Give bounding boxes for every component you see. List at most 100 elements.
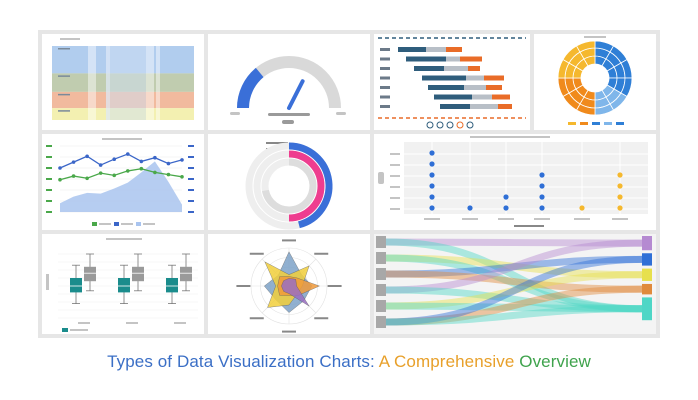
dual-axis-line-svg — [46, 138, 194, 226]
dot-strip-svg — [374, 134, 656, 230]
gauge-svg — [230, 56, 346, 124]
box-plot-svg — [46, 238, 198, 332]
sankey-link-0 — [385, 238, 643, 247]
target-node-0 — [642, 236, 652, 251]
x-label-0 — [78, 322, 90, 324]
ring-bar-1 — [288, 150, 325, 222]
legend-dot-1 — [436, 121, 444, 129]
legend-dot-2 — [446, 121, 454, 129]
x-label-4 — [574, 218, 590, 220]
plot-bg — [404, 142, 648, 214]
right-tick-4 — [188, 167, 194, 169]
legend-swatch-0 — [92, 222, 97, 226]
point-0-7 — [153, 155, 157, 160]
dot-0-4 — [429, 161, 435, 167]
x-label-0 — [424, 218, 440, 220]
right-tick-2 — [188, 189, 194, 191]
ring-bar-2 — [261, 158, 317, 214]
title-placeholder — [60, 38, 80, 40]
gauge-needle — [287, 79, 305, 110]
sunburst-chart — [534, 34, 656, 130]
point-0-3 — [98, 163, 103, 167]
point-1-9 — [180, 175, 184, 179]
y-label — [378, 172, 384, 184]
ribbon — [106, 46, 146, 120]
y-tick-4 — [390, 197, 400, 199]
legend-dot-4 — [466, 121, 474, 129]
gantt-bar-b-0 — [426, 47, 446, 52]
radar-label-4 — [282, 330, 296, 333]
gantt-bar-a-3 — [422, 75, 466, 81]
source-node-5 — [376, 316, 386, 328]
point-1-0 — [58, 177, 62, 182]
left-tick-3 — [46, 178, 52, 180]
gantt-chart — [374, 34, 530, 130]
gantt-bar-c-4 — [486, 85, 502, 90]
point-1-6 — [139, 166, 144, 171]
point-1-7 — [153, 170, 157, 175]
area-series — [60, 161, 182, 212]
gantt-bar-a-2 — [414, 66, 444, 71]
left-tick-0 — [46, 211, 52, 213]
left-tick-1 — [46, 200, 52, 202]
sankey-link-7 — [385, 286, 643, 313]
target-node-1 — [642, 253, 652, 266]
radar-label-2 — [327, 285, 342, 287]
radar-label-5 — [249, 317, 264, 320]
parallel-sets-svg — [52, 38, 194, 120]
unit-label — [282, 120, 294, 124]
target-node-3 — [642, 283, 652, 295]
chart-grid — [38, 30, 660, 338]
box-1-0 — [118, 278, 130, 293]
sankey-link-5 — [385, 270, 643, 293]
title-placeholder — [102, 138, 142, 140]
radar-svg — [236, 239, 342, 333]
gantt-svg — [378, 37, 526, 129]
box-1-1 — [132, 266, 144, 282]
sunburst-seg-35 — [575, 40, 596, 53]
value-label — [268, 113, 310, 116]
legend-1 — [580, 122, 588, 125]
x-axis-title — [514, 225, 544, 227]
caption-part-3: Overview — [519, 352, 591, 371]
point-0-0 — [58, 166, 62, 170]
gantt-bar-b-6 — [470, 104, 498, 109]
x-label-1 — [126, 322, 138, 324]
dot-2-0 — [503, 205, 509, 211]
dual-axis-line-chart — [42, 134, 204, 230]
legend-4 — [616, 122, 624, 125]
right-tick-1 — [188, 200, 194, 202]
radar-series-3 — [281, 278, 310, 307]
source-node-3 — [376, 284, 386, 296]
legend-text-2 — [143, 223, 155, 225]
radar-chart — [208, 234, 370, 334]
point-1-5 — [125, 169, 130, 173]
right-tick-3 — [188, 178, 194, 180]
right-tick-6 — [188, 145, 194, 147]
gantt-bar-b-4 — [464, 85, 486, 90]
caption-part-2: A Comprehensive — [378, 352, 515, 371]
gantt-bar-a-6 — [440, 104, 470, 109]
dot-0-3 — [429, 172, 435, 178]
gantt-bar-a-4 — [428, 85, 464, 90]
sankey-link-3 — [385, 254, 643, 313]
dot-3-2 — [539, 183, 545, 189]
gantt-label-0 — [380, 48, 390, 51]
source-node-4 — [376, 300, 386, 312]
dot-5-2 — [617, 183, 623, 189]
sankey-link-8 — [385, 271, 643, 310]
point-1-3 — [98, 171, 103, 175]
min-label — [230, 112, 240, 115]
legend-dot-0 — [426, 121, 434, 129]
gantt-bar-a-5 — [434, 94, 472, 100]
gauge-chart — [208, 34, 370, 130]
band-label-1 — [58, 75, 70, 77]
gantt-bar-b-5 — [472, 94, 492, 100]
label-a — [266, 142, 288, 144]
dot-0-2 — [429, 183, 435, 189]
box-2-0 — [166, 278, 178, 293]
gantt-bar-a-0 — [398, 47, 426, 52]
point-0-1 — [71, 160, 76, 164]
gantt-bar-c-5 — [492, 94, 510, 100]
gantt-bar-b-3 — [466, 75, 484, 81]
